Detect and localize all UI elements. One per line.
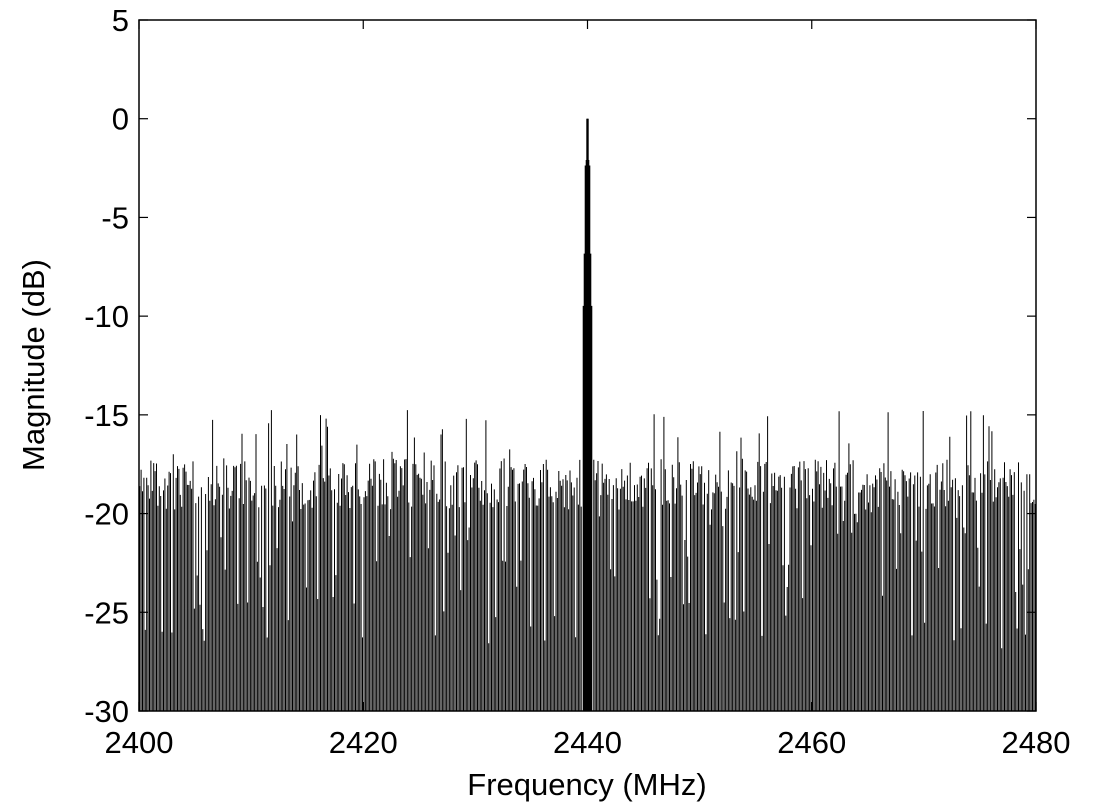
- x-axis-label: Frequency (MHz): [467, 767, 706, 802]
- x-tick-label: 2480: [1002, 725, 1071, 760]
- x-tick-label: 2440: [553, 725, 622, 760]
- carrier-peak: [582, 118, 593, 711]
- y-tick-label: 5: [112, 3, 129, 38]
- x-tick-label: 2460: [777, 725, 846, 760]
- y-tick-label: -20: [84, 497, 129, 532]
- axis-ticks: [138, 19, 1037, 712]
- y-tick-label: -30: [84, 694, 129, 729]
- x-tick-label: 2400: [105, 725, 174, 760]
- y-tick-label: -5: [101, 200, 129, 235]
- tick-labels: 2400 2420 2440 2460 2480 5 0 -5 -10 -15 -20 -25 -30: [84, 3, 1070, 760]
- x-tick-label: 2420: [329, 725, 398, 760]
- y-tick-label: -10: [84, 299, 129, 334]
- y-tick-label: -25: [84, 595, 129, 630]
- y-tick-label: 0: [112, 102, 129, 137]
- y-tick-label: -15: [84, 398, 129, 433]
- y-axis-label: Magnitude (dB): [16, 259, 51, 471]
